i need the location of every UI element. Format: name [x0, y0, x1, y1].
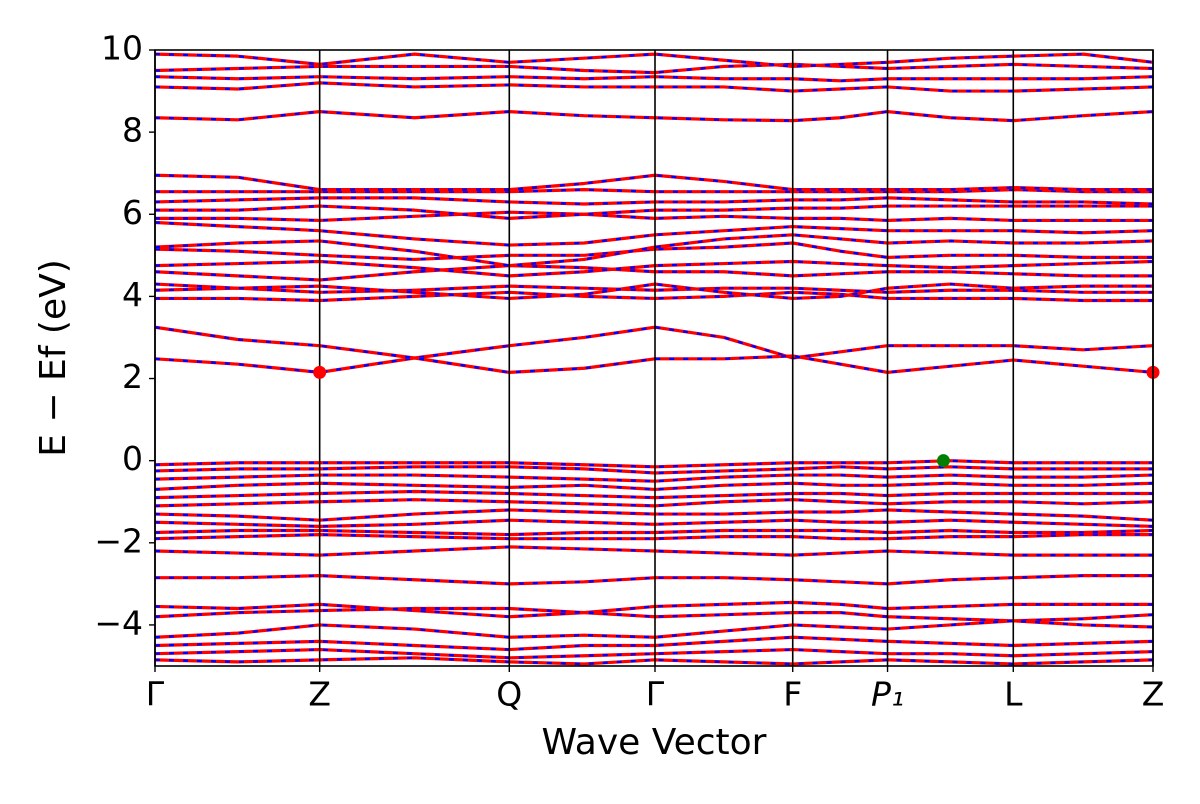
band-line-dashed [155, 619, 1153, 639]
x-tick-label: Z [1142, 675, 1165, 714]
band-line-dashed [155, 188, 1153, 193]
band-line [155, 574, 1153, 586]
band-line-dashed [155, 601, 1153, 618]
band-line-dashed [155, 211, 1153, 222]
band-line [155, 508, 1153, 522]
band-line [155, 325, 1153, 374]
band-line [155, 647, 1153, 660]
band-line-dashed [155, 174, 1153, 191]
band-line [155, 619, 1153, 639]
band-line [155, 75, 1153, 83]
band-line [155, 518, 1153, 528]
band-line-dashed [155, 648, 1153, 659]
band-line-dashed [155, 110, 1153, 122]
band-line [155, 545, 1153, 557]
band-line-dashed [155, 326, 1153, 374]
y-axis-label: E − Ef (eV) [33, 259, 74, 457]
y-tick-label: 0 [122, 439, 143, 478]
band-line [155, 62, 1153, 75]
band-line [155, 196, 1153, 206]
band-line [155, 473, 1153, 483]
band-line-dashed [155, 498, 1153, 508]
band-line-dashed [155, 284, 1153, 294]
band-line [155, 204, 1153, 220]
y-tick-label: 10 [101, 29, 143, 68]
band-line-dashed [155, 75, 1153, 82]
band-line-dashed [155, 465, 1153, 475]
band-line [155, 635, 1153, 652]
y-tick-label: 4 [122, 275, 143, 314]
band-line [155, 81, 1153, 93]
y-tick-label: 8 [122, 111, 143, 150]
band-line-dashed [155, 63, 1153, 74]
band-line [155, 264, 1153, 282]
band-line-dashed [155, 221, 1153, 247]
plot-frame [154, 49, 1154, 667]
x-tick-label: P₁ [871, 675, 904, 714]
x-tick-label: Γ [646, 675, 665, 714]
band-line-dashed [155, 529, 1153, 536]
band-line [155, 606, 1153, 623]
band-line-dashed [155, 607, 1153, 623]
band-line-dashed [155, 656, 1153, 666]
band-line-dashed [155, 241, 1153, 261]
band-line-dashed [155, 52, 1153, 68]
band-line-dashed [155, 545, 1153, 557]
y-tick-label: 6 [122, 193, 143, 232]
band-line-dashed [155, 533, 1153, 540]
band-line-dashed [155, 326, 1153, 374]
band-line [155, 110, 1153, 123]
x-tick-label: L [1004, 675, 1023, 714]
band-line-dashed [155, 482, 1153, 491]
x-tick-label: Γ [146, 675, 165, 714]
band-edge-marker [936, 454, 950, 468]
x-tick-label: Q [496, 675, 522, 714]
band-edge-marker [313, 365, 327, 379]
band-line-dashed [155, 196, 1153, 206]
y-tick-label: −4 [94, 603, 143, 642]
band-line-dashed [155, 81, 1153, 93]
x-tick-label: F [783, 675, 802, 714]
band-line [155, 325, 1153, 374]
band-line-dashed [155, 636, 1153, 651]
band-line [155, 532, 1153, 541]
x-tick-label: Z [308, 675, 331, 714]
band-line-dashed [155, 490, 1153, 499]
band-line [155, 210, 1153, 223]
band-line [155, 173, 1153, 192]
band-line [155, 481, 1153, 492]
band-line-dashed [155, 473, 1153, 483]
y-tick-label: −2 [94, 521, 143, 560]
band-line-dashed [155, 508, 1153, 522]
band-line [155, 290, 1153, 303]
band-line [155, 498, 1153, 508]
band-line-dashed [155, 282, 1153, 300]
band-line [155, 188, 1153, 194]
x-axis-label: Wave Vector [542, 722, 767, 763]
band-line-dashed [155, 574, 1153, 586]
band-line-dashed [155, 291, 1153, 302]
band-line [155, 459, 1153, 469]
band-line-dashed [155, 519, 1153, 528]
band-line-dashed [155, 233, 1153, 267]
band-line-dashed [155, 204, 1153, 220]
band-line-dashed [155, 459, 1153, 469]
bands [155, 52, 1153, 666]
band-line-dashed [155, 264, 1153, 282]
band-line [155, 656, 1153, 666]
y-tick-label: 2 [122, 357, 143, 396]
band-line-dashed [155, 260, 1153, 278]
band-line [155, 241, 1153, 262]
band-line [155, 489, 1153, 500]
